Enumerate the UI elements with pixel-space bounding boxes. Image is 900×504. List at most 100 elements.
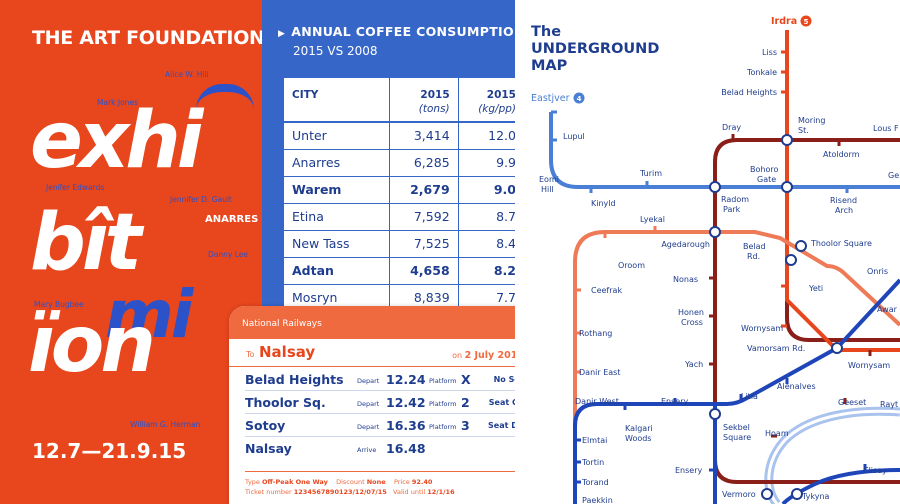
station-vamorsam-rd[interactable]: Vamorsam Rd.: [747, 344, 805, 353]
station-lupul[interactable]: Lupul: [563, 132, 585, 141]
station-kalgari-woods-line1[interactable]: Kalgari: [625, 424, 653, 433]
station-moring-st-line2[interactable]: St.: [798, 126, 809, 135]
station-agedarough[interactable]: Agedarough: [661, 240, 710, 249]
ticket-station: Belad Heights: [245, 372, 344, 387]
station-alenalves[interactable]: Alenalves: [777, 382, 816, 391]
cell-kgpp: 8.2: [457, 256, 515, 284]
interchange-thoolor-square-b[interactable]: [785, 254, 797, 266]
map-line-dark-red-branch: [785, 140, 900, 342]
station-moring-st-line1[interactable]: Moring: [798, 116, 825, 125]
station-atoldorm[interactable]: Atoldorm: [823, 150, 860, 159]
station-lous-f[interactable]: Lous F: [873, 124, 899, 133]
station-litia[interactable]: Litia: [741, 392, 758, 401]
poster-name: Jenifer Edwards: [46, 183, 105, 192]
table-row: Unter 3,414 12.0: [284, 121, 515, 149]
cell-kgpp: 7.7: [457, 283, 515, 310]
station-hoam[interactable]: Hoam: [765, 429, 789, 438]
poster-tilde-accent: [196, 84, 254, 110]
station-belad-rd-line1[interactable]: Belad: [743, 242, 766, 251]
station-nonas[interactable]: Nonas: [673, 275, 698, 284]
station-ensery-b[interactable]: Ensery: [675, 466, 703, 475]
header-kgpp: 2015 (kg/pp): [457, 78, 515, 123]
station-lyekal[interactable]: Lyekal: [640, 215, 665, 224]
ticket-time-label: Arrive: [357, 446, 377, 454]
station-honen-cross-line1[interactable]: Honen: [678, 308, 704, 317]
table-row: Etina 7,592 8.7: [284, 202, 515, 230]
line-5-badge-number: 5: [804, 18, 809, 26]
cell-kgpp: 9.0: [457, 175, 515, 203]
ticket-header: National Railways: [229, 306, 544, 339]
station-turim[interactable]: Turim: [639, 169, 662, 178]
ticket-stop-row: Sotoy Depart 16.36 Platform 3 Seat D42: [245, 414, 529, 437]
art-foundation-poster: THE ART FOUNDATION mi exhi bît ïon Alice…: [0, 0, 262, 504]
station-clisay[interactable]: Clisay: [863, 466, 887, 475]
station-bohoro-gate-line2[interactable]: Gate: [757, 175, 776, 184]
ticket-stop-row: Nalsay Arrive 16.48: [245, 437, 529, 460]
ticket-time-label: Depart: [357, 400, 380, 408]
coffee-subtitle: 2015 VS 2008: [293, 44, 378, 58]
station-yach[interactable]: Yach: [684, 360, 703, 369]
station-elmtai[interactable]: Elmtai: [582, 436, 607, 445]
station-onris[interactable]: Onris: [867, 267, 888, 276]
interchange-tykyna[interactable]: [791, 488, 803, 500]
interchange-moring-st[interactable]: [781, 134, 793, 146]
station-sekbel-square-line1[interactable]: Sekbel: [723, 423, 750, 432]
station-danir-east[interactable]: Danir East: [579, 368, 620, 377]
station-risend-arch-line2[interactable]: Arch: [835, 206, 853, 215]
station-kalgari-woods-line2[interactable]: Woods: [625, 434, 651, 443]
station-ge[interactable]: Ge: [888, 171, 899, 180]
station-paekkin[interactable]: Paekkin: [582, 496, 613, 504]
station-oroom[interactable]: Oroom: [618, 261, 645, 270]
station-honen-cross-line2[interactable]: Cross: [681, 318, 703, 327]
station-tykyna[interactable]: Tykyna: [801, 492, 830, 501]
poster-name: Jennifer D. Gault: [170, 195, 232, 204]
ticket-footer-line1: Type Off-Peak One Way Discount None Pric…: [245, 477, 529, 487]
station-sekbel-square-line2[interactable]: Square: [723, 433, 751, 442]
table-row: Adtan 4,658 8.2: [284, 256, 515, 284]
station-rothang[interactable]: Rothang: [579, 329, 612, 338]
interchange-bohoro-gate[interactable]: [781, 181, 793, 193]
station-danir-west[interactable]: Danir West: [575, 397, 619, 406]
station-bohoro-gate-line1[interactable]: Bohoro: [750, 165, 778, 174]
station-yeti[interactable]: Yeti: [808, 284, 823, 293]
station-tonkale[interactable]: Tonkale: [746, 68, 777, 77]
station-belad-rd-line2[interactable]: Rd.: [747, 252, 760, 261]
station-radom-park-line2[interactable]: Park: [723, 205, 741, 214]
station-ceefrak[interactable]: Ceefrak: [591, 286, 622, 295]
station-kinyld[interactable]: Kinyld: [591, 199, 616, 208]
station-geeset[interactable]: Geeset: [838, 398, 866, 407]
map-title-line1: The: [531, 24, 562, 40]
station-liss[interactable]: Liss: [762, 48, 777, 57]
ticket-discount: None: [366, 478, 386, 486]
ticket-valid-until: 12/1/16: [427, 488, 455, 497]
map-line-dark-blue-south: [781, 468, 900, 504]
interchange-sekbel-square[interactable]: [709, 408, 721, 420]
station-thoolor-square[interactable]: Thoolor Square: [810, 239, 872, 248]
interchange-vamorsam-rd[interactable]: [831, 342, 843, 354]
station-wornysam-b[interactable]: Wornysam: [848, 361, 890, 370]
interchange-thoolor-square-a[interactable]: [795, 240, 807, 252]
poster-name: Mary Bugbee: [34, 300, 84, 309]
interchange-vermoro[interactable]: [761, 488, 773, 500]
station-ensery-a[interactable]: Ensery: [661, 397, 689, 406]
ticket-time: 12.42: [386, 395, 426, 410]
station-wornysam-a[interactable]: Wornysam: [741, 324, 783, 333]
station-risend-arch-line1[interactable]: Risend: [830, 196, 857, 205]
station-tortin[interactable]: Tortin: [581, 458, 604, 467]
station-dray[interactable]: Dray: [722, 123, 741, 132]
interchange-agedarough[interactable]: [709, 226, 721, 238]
station-vermoro[interactable]: Vermoro: [722, 490, 756, 499]
ticket-platform-label: Platform: [429, 377, 457, 385]
station-eomi-hill-line2[interactable]: Hill: [541, 185, 554, 194]
ticket-number: 1234567890123/12/07/15: [293, 488, 387, 497]
station-rayt[interactable]: Rayt: [880, 400, 898, 409]
interchange-radom-park[interactable]: [709, 181, 721, 193]
station-awar[interactable]: Awar: [877, 305, 898, 314]
station-torand[interactable]: Torand: [581, 478, 609, 487]
station-radom-park-line1[interactable]: Radom: [721, 195, 749, 204]
station-eomi-hill-line1[interactable]: Eomi: [539, 175, 559, 184]
station-belad-heights[interactable]: Belad Heights: [721, 88, 777, 97]
map-title: The UNDERGROUND MAP: [531, 24, 659, 75]
play-triangle-icon: ▶: [278, 29, 286, 39]
line-4-badge-icon: [573, 92, 585, 104]
